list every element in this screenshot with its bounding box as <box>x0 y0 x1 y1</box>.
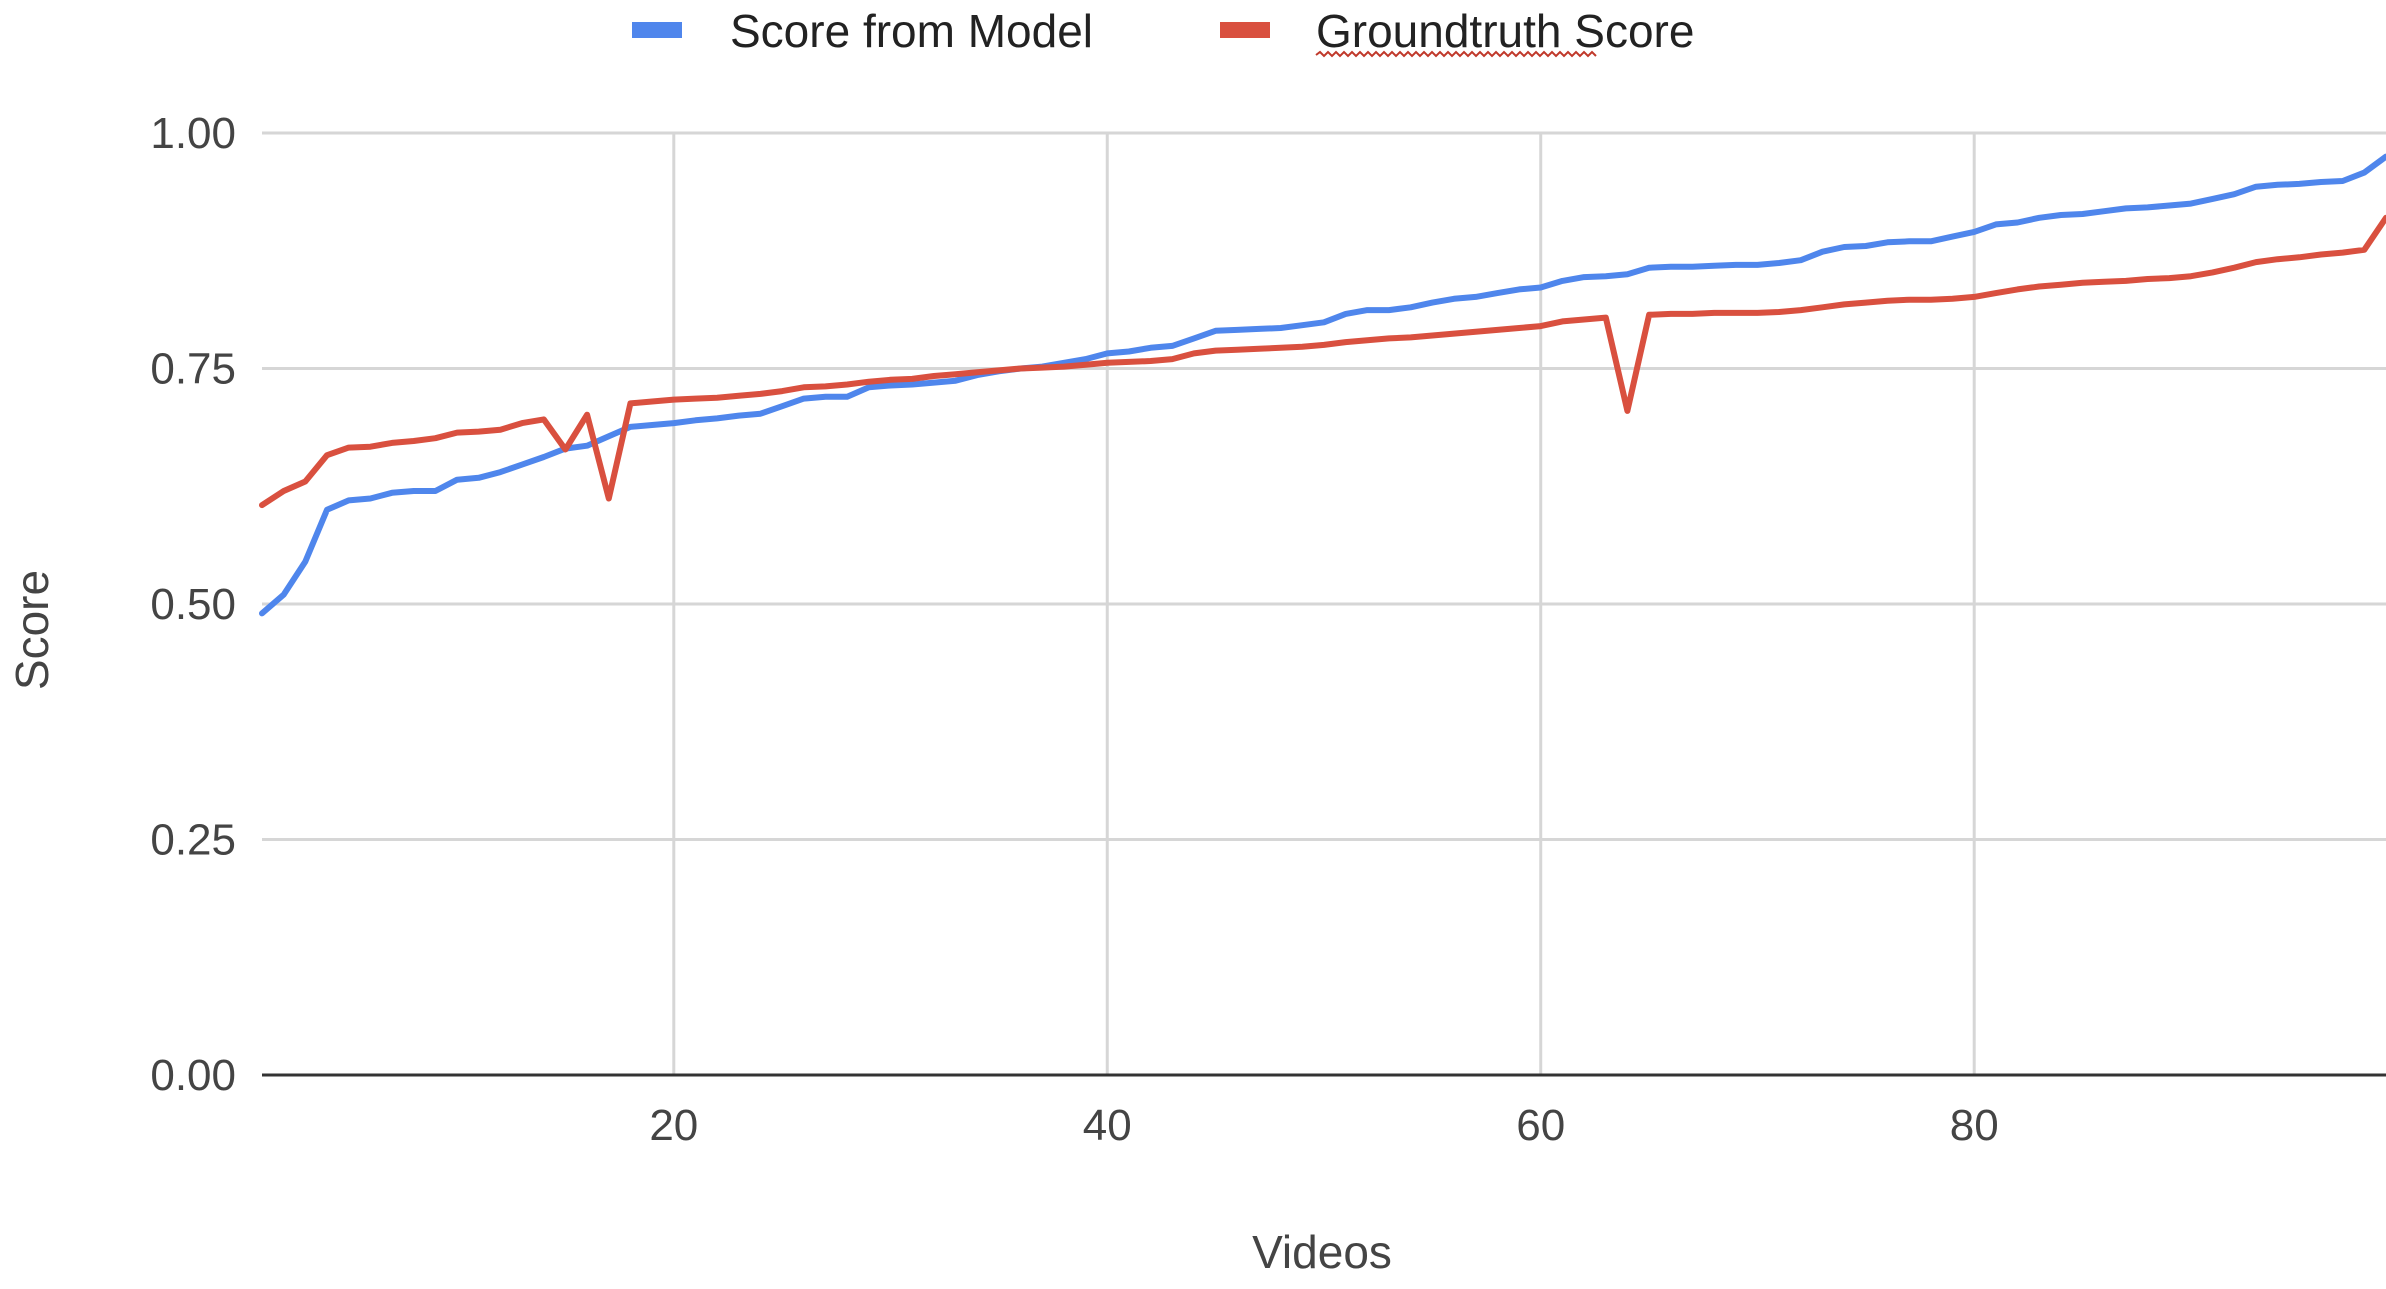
y-tick-label: 0.25 <box>150 816 236 865</box>
legend: Score from Model Groundtruth Score <box>632 5 1694 58</box>
series-line-model-score <box>259 153 2386 617</box>
legend-label: Score from Model <box>730 5 1093 57</box>
series-line-groundtruth-score <box>259 214 2386 509</box>
x-tick-label: 80 <box>1950 1101 1999 1150</box>
legend-label: Groundtruth Score <box>1316 5 1694 57</box>
legend-swatch <box>1220 22 1270 38</box>
y-tick-label: 0.50 <box>150 580 236 629</box>
x-tick-label: 20 <box>649 1101 698 1150</box>
x-axis-title: Videos <box>1252 1226 1392 1278</box>
spellcheck-underline <box>1315 50 1597 58</box>
legend-swatch <box>632 22 682 38</box>
y-tick-label: 0.00 <box>150 1051 236 1100</box>
gridlines <box>262 131 2386 1075</box>
x-tick-label: 40 <box>1083 1101 1132 1150</box>
y-tick-label: 0.75 <box>150 345 236 394</box>
axes: 0.00 0.25 0.50 0.75 1.00 20 40 60 80 <box>150 109 2386 1150</box>
y-tick-label: 1.00 <box>150 109 236 158</box>
series-lines <box>259 153 2386 617</box>
x-tick-label: 60 <box>1516 1101 1565 1150</box>
y-axis-title: Score <box>6 570 58 690</box>
